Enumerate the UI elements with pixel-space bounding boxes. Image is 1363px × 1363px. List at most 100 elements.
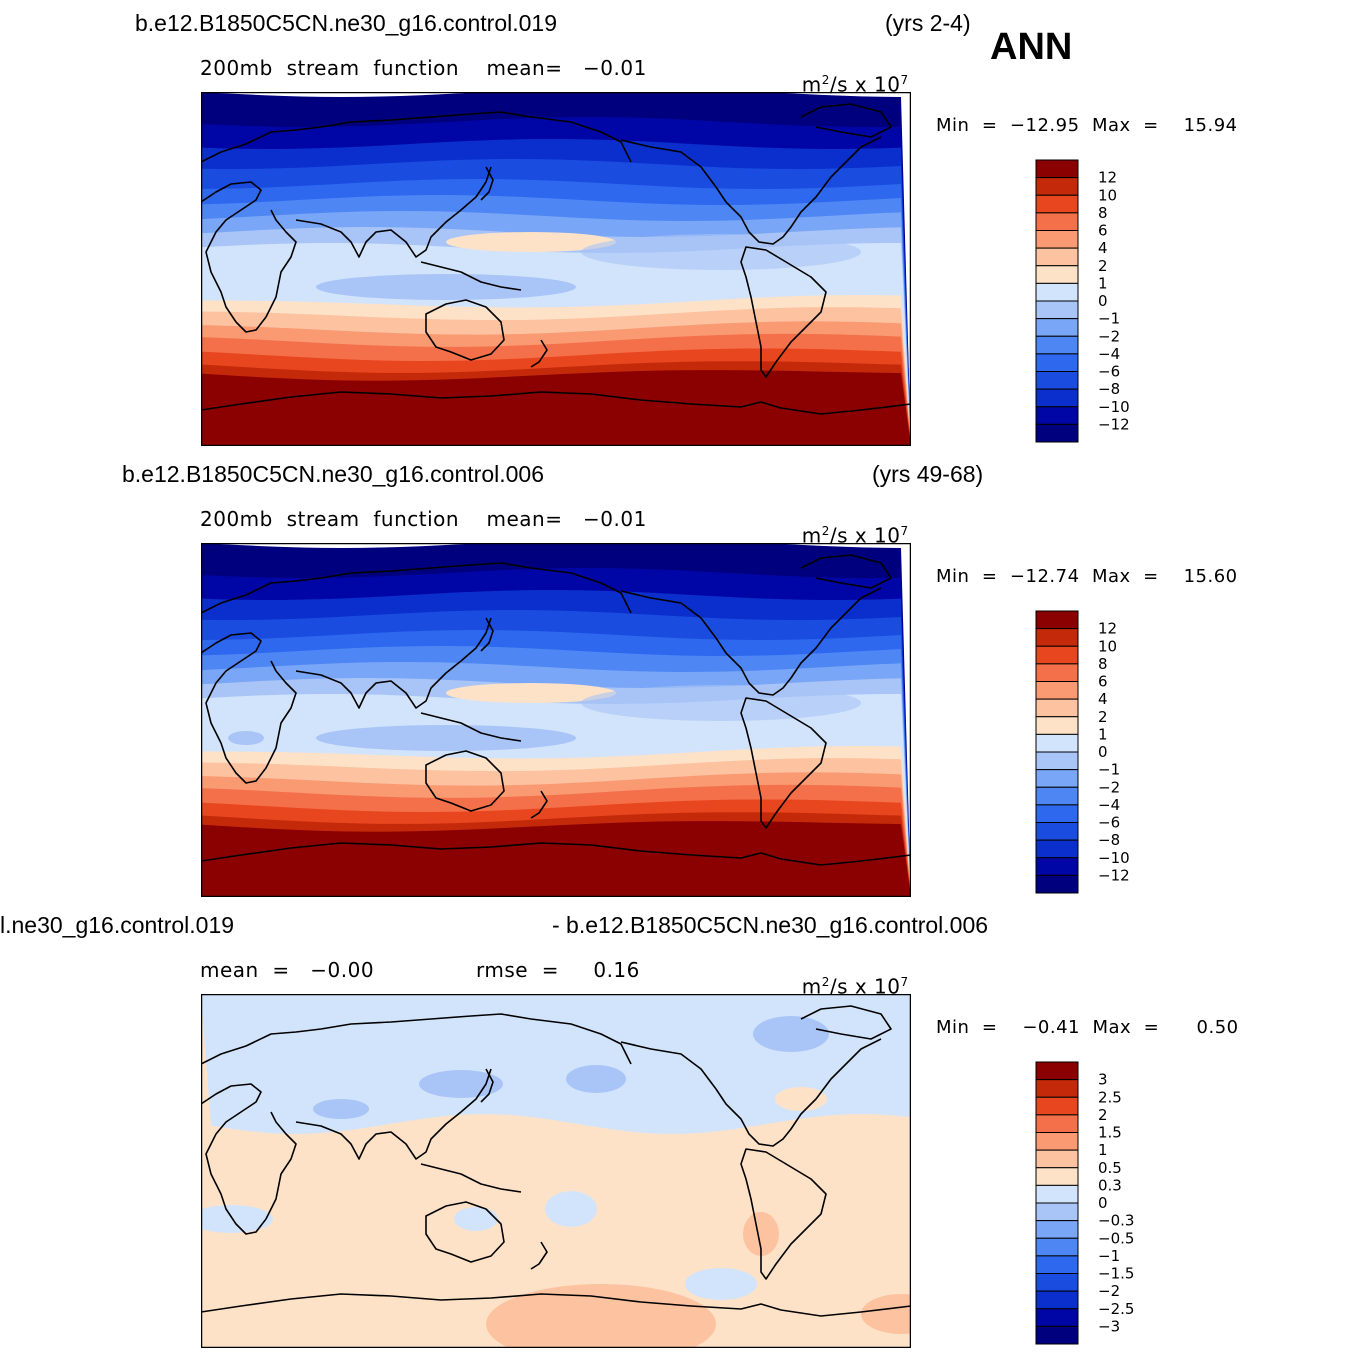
colorbar-box xyxy=(1035,1273,1079,1292)
contour-band xyxy=(201,994,911,1134)
contour-feature xyxy=(419,1070,503,1098)
colorbar-tick-label: 12 xyxy=(1098,169,1117,187)
colorbar-box xyxy=(1035,282,1079,302)
colorbar-tick-label: 2 xyxy=(1098,1106,1108,1124)
panel1-map xyxy=(201,92,911,446)
coastline xyxy=(800,554,892,589)
colorbar-tick-label: 0 xyxy=(1098,292,1108,310)
colorbar-box xyxy=(1035,628,1079,647)
colorbar-tick-label: −6 xyxy=(1098,363,1120,381)
map-frame xyxy=(201,92,911,446)
coastline xyxy=(201,111,632,163)
colorbar-tick-label: −2.5 xyxy=(1098,1300,1134,1318)
colorbar-box xyxy=(1035,1255,1079,1274)
colorbar-tick-label: −6 xyxy=(1098,814,1120,832)
coastline xyxy=(620,136,882,245)
contour-band xyxy=(201,370,911,446)
panel1-case-title: b.e12.B1850C5CN.ne30_g16.control.019 xyxy=(135,10,557,36)
coastline xyxy=(420,712,522,742)
colorbar-tick-label: −0.5 xyxy=(1098,1229,1134,1247)
coastline xyxy=(420,1163,522,1193)
colorbar-box xyxy=(1035,1325,1079,1345)
colorbar-box xyxy=(1035,874,1079,894)
coastline xyxy=(295,1068,492,1160)
coastline xyxy=(201,181,297,333)
coastline xyxy=(480,1068,494,1103)
colorbar-box xyxy=(1035,804,1079,823)
panel2-map xyxy=(201,543,911,897)
colorbar-box xyxy=(1035,716,1079,735)
contour-band xyxy=(201,821,911,897)
contour-feature xyxy=(775,1087,827,1111)
coastline xyxy=(620,1038,882,1147)
colorbar-tick-label: 0.5 xyxy=(1098,1159,1122,1177)
colorbar-tick-label: 8 xyxy=(1098,204,1108,222)
coastline xyxy=(201,1083,297,1235)
colorbar-tick-label: 2 xyxy=(1098,257,1108,275)
contour-feature xyxy=(313,1099,369,1119)
colorbar-box xyxy=(1035,733,1079,753)
colorbar-box xyxy=(1035,1308,1079,1327)
panel2-years: (yrs 49-68) xyxy=(872,461,984,487)
colorbar-box xyxy=(1035,247,1079,267)
panel1-min-max: Min = −12.95 Max = 15.94 xyxy=(936,115,1238,136)
contour-feature xyxy=(581,685,861,721)
colorbar-tick-label: 1 xyxy=(1098,725,1108,743)
colorbar-box xyxy=(1035,265,1079,284)
contour-feature xyxy=(743,1212,779,1256)
colorbar-box xyxy=(1035,318,1079,337)
coastline xyxy=(800,1005,892,1040)
coastline xyxy=(295,617,492,709)
panel1-subtitle: 200mb stream function mean= −0.01 xyxy=(200,56,647,80)
colorbar-tick-label: 2 xyxy=(1098,708,1108,726)
coastline xyxy=(480,166,494,201)
contour-feature xyxy=(581,234,861,270)
colorbar-box xyxy=(1035,194,1079,214)
colorbar-tick-label: −8 xyxy=(1098,831,1120,849)
colorbar-tick-label: −4 xyxy=(1098,345,1120,363)
colorbar-box xyxy=(1035,1237,1079,1257)
contour-feature xyxy=(486,1284,716,1348)
coastline xyxy=(620,587,882,696)
colorbar-box xyxy=(1035,698,1079,718)
contour-feature xyxy=(316,274,576,300)
colorbar-tick-label: −1 xyxy=(1098,1247,1120,1265)
coastline xyxy=(201,632,297,784)
panel1-units: m2/s x 107 xyxy=(801,72,909,97)
colorbar-tick-label: 8 xyxy=(1098,655,1108,673)
colorbar-box xyxy=(1035,681,1079,700)
coastline xyxy=(740,246,827,378)
panel3-rmse: rmse = 0.16 xyxy=(476,958,640,982)
coastline xyxy=(201,562,632,614)
season-label: ANN xyxy=(990,26,1073,68)
panel3-mean: mean = −0.00 xyxy=(200,958,375,982)
colorbar-tick-label: −2 xyxy=(1098,327,1120,345)
coastline xyxy=(530,790,548,819)
colorbar-box xyxy=(1035,1149,1079,1169)
colorbar-box xyxy=(1035,406,1079,425)
colorbar-box xyxy=(1035,159,1079,179)
colorbar-box xyxy=(1035,1079,1079,1098)
contour-feature xyxy=(861,1294,911,1334)
colorbar-box xyxy=(1035,371,1079,390)
colorbar-box xyxy=(1035,1132,1079,1151)
colorbar-box xyxy=(1035,423,1079,443)
contour-feature xyxy=(454,1207,498,1231)
colorbar-box xyxy=(1035,353,1079,372)
colorbar-box xyxy=(1035,1167,1079,1186)
colorbar-box xyxy=(1035,663,1079,682)
contour-feature xyxy=(566,1065,626,1093)
colorbar-tick-label: −1 xyxy=(1098,761,1120,779)
colorbar-box xyxy=(1035,1114,1079,1133)
coastline xyxy=(425,299,505,361)
colorbar-tick-label: 1 xyxy=(1098,274,1108,292)
colorbar-tick-label: −10 xyxy=(1098,398,1130,416)
colorbar-box xyxy=(1035,1184,1079,1204)
colorbar-tick-label: −3 xyxy=(1098,1317,1120,1335)
colorbar-box xyxy=(1035,335,1079,355)
colorbar-box xyxy=(1035,751,1079,771)
coastline xyxy=(201,391,911,415)
colorbar-box xyxy=(1035,1096,1079,1116)
